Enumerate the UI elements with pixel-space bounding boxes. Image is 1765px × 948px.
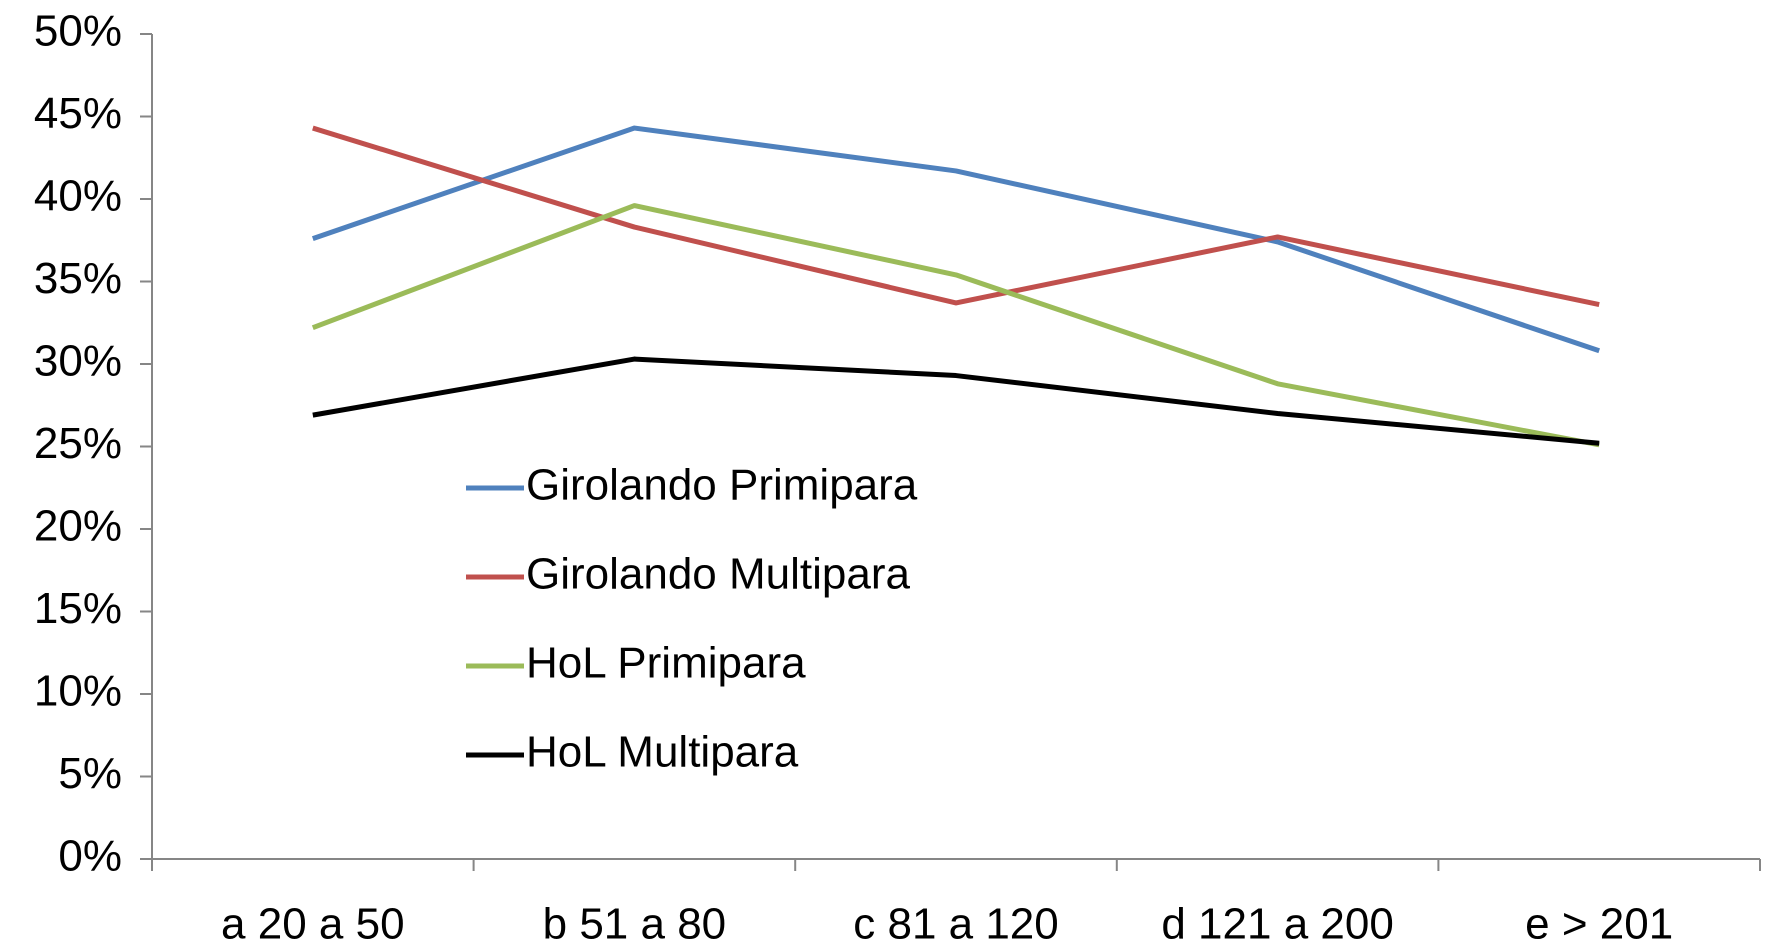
y-tick-label: 50% bbox=[34, 7, 122, 56]
x-tick-label: b 51 a 80 bbox=[543, 900, 727, 948]
y-tick-label: 10% bbox=[34, 667, 122, 716]
series-line bbox=[311, 203, 1600, 448]
y-tick-label: 40% bbox=[34, 172, 122, 221]
legend-label: Girolando Primipara bbox=[526, 461, 918, 510]
y-tick-label: 15% bbox=[34, 584, 122, 633]
x-tick-label: c 81 a 120 bbox=[853, 900, 1059, 948]
y-tick-label: 30% bbox=[34, 337, 122, 386]
x-tick-label: d 121 a 200 bbox=[1161, 900, 1393, 948]
y-tick-label: 5% bbox=[58, 749, 122, 798]
y-tick-label: 20% bbox=[34, 502, 122, 551]
series-line bbox=[312, 356, 1600, 446]
y-tick-label: 0% bbox=[58, 832, 122, 881]
y-tick-label: 35% bbox=[34, 254, 122, 303]
series-line bbox=[311, 125, 1601, 354]
x-tick-label: e > 201 bbox=[1525, 900, 1673, 948]
y-tick-label: 45% bbox=[34, 89, 122, 138]
legend-label: Girolando Multipara bbox=[526, 550, 910, 599]
y-tick-label: 25% bbox=[34, 419, 122, 468]
series-line bbox=[312, 125, 1600, 308]
legend-label: HoL Multipara bbox=[526, 728, 799, 777]
x-tick-label: a 20 a 50 bbox=[221, 900, 405, 948]
legend-label: HoL Primipara bbox=[526, 639, 806, 688]
